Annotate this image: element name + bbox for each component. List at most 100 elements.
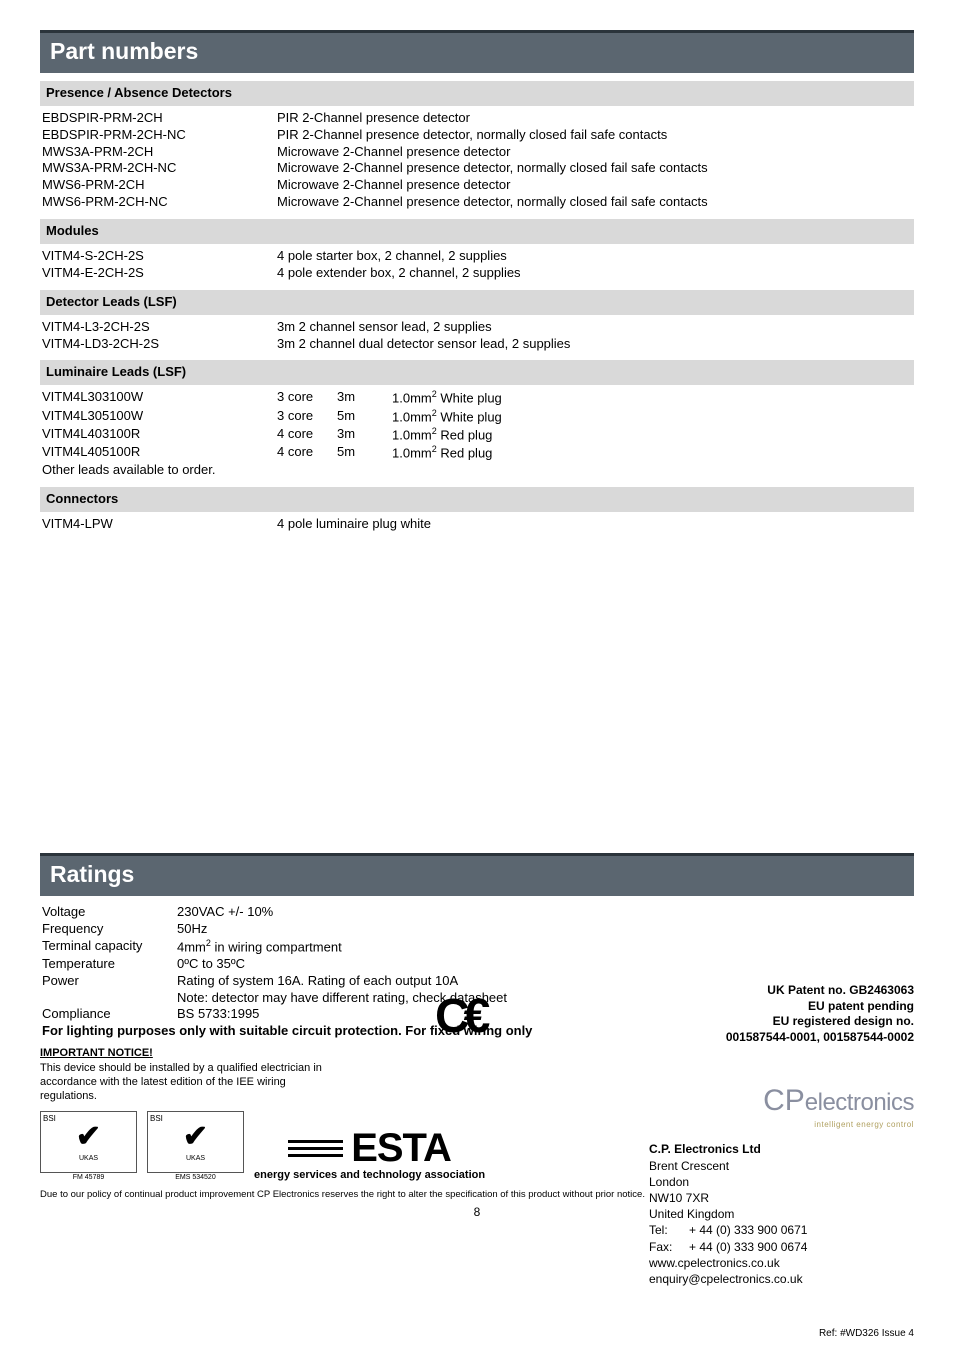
patent-line: UK Patent no. GB2463063 [649,983,914,999]
part-number: VITM4L303100W [42,389,277,407]
core-count: 3 core [277,408,337,426]
cp-logo: CPelectronics intelligent energy control [649,1075,914,1135]
right-column: UK Patent no. GB2463063 EU patent pendin… [649,983,914,1287]
rating-label: Temperature [42,956,177,973]
fax-label: Fax: [649,1239,689,1255]
detector-leads-header: Detector Leads (LSF) [40,290,914,315]
esta-text: ESTA [351,1132,451,1164]
part-number: VITM4L305100W [42,408,277,426]
brand-tagline: intelligent energy control [763,1120,914,1130]
company-name: C.P. Electronics Ltd [649,1141,914,1157]
brand-cp: CP [763,1084,805,1117]
website: www.cpelectronics.co.uk [649,1255,914,1271]
part-number: VITM4-S-2CH-2S [42,248,277,265]
ukas-text: UKAS [79,1154,98,1163]
part-desc: 3m 2 channel dual detector sensor lead, … [277,336,914,353]
part-number: VITM4L405100R [42,444,277,462]
part-numbers-title: Part numbers [50,37,904,67]
part-number: EBDSPIR-PRM-2CH [42,110,277,127]
modules-list: VITM4-S-2CH-2S4 pole starter box, 2 chan… [40,248,914,282]
part-desc: 4 pole starter box, 2 channel, 2 supplie… [277,248,914,265]
part-desc: PIR 2-Channel presence detector [277,110,914,127]
connectors-list: VITM4-LPW4 pole luminaire plug white [40,516,914,533]
part-number: VITM4-LD3-2CH-2S [42,336,277,353]
patent-line: EU patent pending [649,999,914,1015]
ce-mark-icon: C€ [435,986,484,1048]
part-desc: Microwave 2-Channel presence detector, n… [277,160,914,177]
notice-title: IMPORTANT NOTICE! [40,1047,153,1059]
lead-length: 5m [337,444,392,462]
core-count: 3 core [277,389,337,407]
lum-row: VITM4L403100R 4 core 3m 1.0mm2 Red plug [40,426,914,444]
part-row: EBDSPIR-PRM-2CH-NCPIR 2-Channel presence… [40,127,914,144]
rating-label: Compliance [42,1006,177,1023]
rating-row: Temperature0ºC to 35ºC [40,956,914,973]
email: enquiry@cpelectronics.co.uk [649,1271,914,1287]
lum-row: VITM4L303100W 3 core 3m 1.0mm2 White plu… [40,389,914,407]
part-desc: 3m 2 channel sensor lead, 2 supplies [277,319,914,336]
important-notice: IMPORTANT NOTICE! This device should be … [40,1046,340,1103]
presence-absence-header: Presence / Absence Detectors [40,81,914,106]
tel-value: + 44 (0) 333 900 0671 [689,1222,807,1238]
connectors-header: Connectors [40,487,914,512]
ratings-title: Ratings [50,860,904,890]
part-number: MWS3A-PRM-2CH-NC [42,160,277,177]
ukas-text: UKAS [186,1154,205,1163]
part-desc: 4 pole luminaire plug white [277,516,914,533]
tel-label: Tel: [649,1222,689,1238]
luminaire-leads-header: Luminaire Leads (LSF) [40,360,914,385]
rating-label: Voltage [42,904,177,921]
patent-line: 001587544-0001, 001587544-0002 [649,1030,914,1046]
part-number: VITM4-LPW [42,516,277,533]
doc-ref: Ref: #WD326 Issue 4 [819,1327,914,1340]
logo-ref-2: EMS 534520 [147,1173,244,1182]
rating-value: 0ºC to 35ºC [177,956,914,973]
part-row: MWS6-PRM-2CH-NCMicrowave 2-Channel prese… [40,194,914,211]
part-number: VITM4-L3-2CH-2S [42,319,277,336]
part-row: VITM4-S-2CH-2S4 pole starter box, 2 chan… [40,248,914,265]
part-row: VITM4-LPW4 pole luminaire plug white [40,516,914,533]
lead-length: 5m [337,408,392,426]
rating-row: Frequency50Hz [40,921,914,938]
rating-label: Frequency [42,921,177,938]
part-desc: PIR 2-Channel presence detector, normall… [277,127,914,144]
tick-icon: ✔ [183,1122,208,1152]
part-desc: Microwave 2-Channel presence detector, n… [277,194,914,211]
part-desc: Microwave 2-Channel presence detector [277,177,914,194]
notice-body: This device should be installed by a qua… [40,1062,322,1103]
part-row: MWS3A-PRM-2CHMicrowave 2-Channel presenc… [40,144,914,161]
core-count: 4 core [277,444,337,462]
part-number: MWS3A-PRM-2CH [42,144,277,161]
company-address: C.P. Electronics Ltd Brent Crescent Lond… [649,1141,914,1287]
lum-row: VITM4L305100W 3 core 5m 1.0mm2 White plu… [40,408,914,426]
brand-electronics: electronics [805,1089,914,1116]
part-row: MWS3A-PRM-2CH-NCMicrowave 2-Channel pres… [40,160,914,177]
addr-line: NW10 7XR [649,1190,914,1206]
part-number: VITM4-E-2CH-2S [42,265,277,282]
part-desc: 4 pole extender box, 2 channel, 2 suppli… [277,265,914,282]
bsi-logo-2: BSI ✔ UKAS [147,1111,244,1173]
presence-list: EBDSPIR-PRM-2CHPIR 2-Channel presence de… [40,110,914,211]
modules-header: Modules [40,219,914,244]
bsi-text: BSI [43,1114,56,1124]
rating-value: 230VAC +/- 10% [177,904,914,921]
rating-label: Power [42,973,177,990]
bsi-logo-1: BSI ✔ UKAS [40,1111,137,1173]
lead-length: 3m [337,426,392,444]
luminaire-leads-list: VITM4L303100W 3 core 3m 1.0mm2 White plu… [40,389,914,462]
addr-line: London [649,1174,914,1190]
part-number: EBDSPIR-PRM-2CH-NC [42,127,277,144]
part-row: VITM4-L3-2CH-2S3m 2 channel sensor lead,… [40,319,914,336]
part-number: VITM4L403100R [42,426,277,444]
lead-desc: 1.0mm2 White plug [392,389,914,407]
ratings-banner: Ratings [40,853,914,896]
lead-desc: 1.0mm2 White plug [392,408,914,426]
lead-length: 3m [337,389,392,407]
detector-leads-list: VITM4-L3-2CH-2S3m 2 channel sensor lead,… [40,319,914,353]
rating-value: 50Hz [177,921,914,938]
part-row: MWS6-PRM-2CHMicrowave 2-Channel presence… [40,177,914,194]
logo-ref-1: FM 45789 [40,1173,137,1182]
rating-row: Terminal capacity4mm2 in wiring compartm… [40,938,914,956]
esta-tag: energy services and technology associati… [254,1168,485,1182]
lead-desc: 1.0mm2 Red plug [392,426,914,444]
